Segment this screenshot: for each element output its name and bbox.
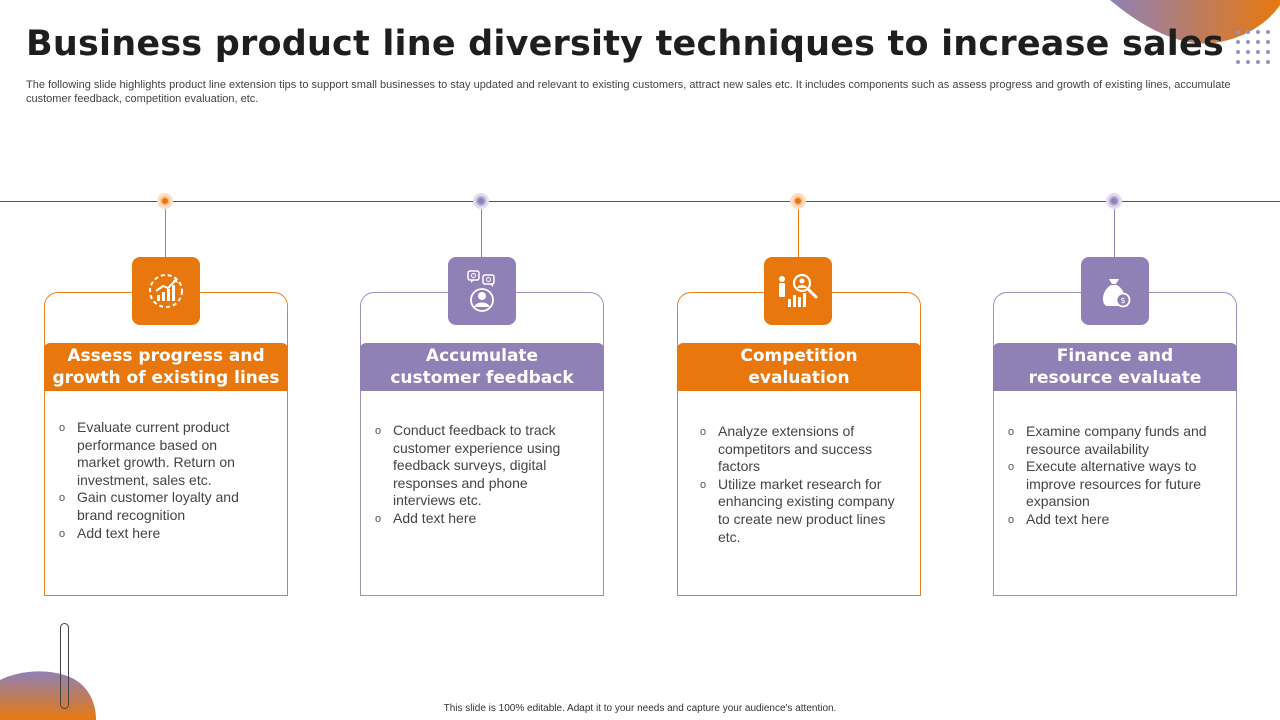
- list-item: Add text here: [375, 510, 575, 528]
- page-subtitle: The following slide highlights product l…: [26, 79, 1231, 105]
- card-heading: Accumulate customer feedback: [360, 343, 604, 391]
- timeline-node: [790, 193, 806, 209]
- timeline-line: [0, 201, 1280, 202]
- growth-chart-icon: [149, 274, 183, 308]
- connector-line: [1114, 209, 1115, 257]
- card-heading: Competition evaluation: [677, 343, 921, 391]
- connector-line: [481, 209, 482, 257]
- list-item: Gain customer loyalty and brand recognit…: [59, 489, 259, 524]
- svg-text:$: $: [1120, 296, 1125, 305]
- list-item: Add text here: [1008, 511, 1208, 529]
- money-bag-icon: $: [1102, 279, 1131, 308]
- list-item: Examine company funds and resource avail…: [1008, 423, 1208, 458]
- dot-grid-decoration: [1236, 30, 1270, 64]
- card-heading: Finance and resource evaluate: [993, 343, 1237, 391]
- list-item: Conduct feedback to track customer exper…: [375, 422, 575, 510]
- icon-box: $: [1081, 257, 1149, 325]
- page-title: Business product line diversity techniqu…: [26, 24, 1224, 64]
- timeline-node: [157, 193, 173, 209]
- list-item: Execute alternative ways to improve reso…: [1008, 458, 1208, 511]
- timeline-node: [1106, 193, 1122, 209]
- feedback-person-icon: [467, 270, 495, 312]
- card-heading: Assess progress and growth of existing li…: [44, 343, 288, 391]
- list-item: Utilize market research for enhancing ex…: [700, 476, 896, 546]
- heading-line: Assess progress and: [67, 346, 265, 366]
- heading-line: Finance and: [1056, 346, 1174, 366]
- connector-line: [165, 209, 166, 257]
- bullet-list: Analyze extensions of competitors and su…: [700, 423, 896, 546]
- heading-line: customer feedback: [390, 368, 574, 388]
- icon-box: [132, 257, 200, 325]
- heading-line: Competition: [740, 346, 858, 366]
- analysis-magnifier-icon: [779, 273, 818, 307]
- list-item: Evaluate current product performance bas…: [59, 419, 259, 489]
- icon-box: [448, 257, 516, 325]
- bottom-left-decoration: [0, 671, 96, 720]
- list-item: Add text here: [59, 525, 259, 543]
- timeline-node: [473, 193, 489, 209]
- footer-note: This slide is 100% editable. Adapt it to…: [443, 703, 837, 714]
- heading-line: evaluation: [748, 368, 850, 388]
- bullet-list: Evaluate current product performance bas…: [59, 419, 259, 543]
- heading-line: Accumulate: [425, 346, 539, 366]
- heading-line: growth of existing lines: [52, 368, 280, 388]
- icon-box: [764, 257, 832, 325]
- heading-line: resource evaluate: [1028, 368, 1202, 388]
- list-item: Analyze extensions of competitors and su…: [700, 423, 896, 476]
- scroll-pill-decoration: [60, 623, 69, 709]
- bullet-list: Examine company funds and resource avail…: [1008, 423, 1208, 529]
- bullet-list: Conduct feedback to track customer exper…: [375, 422, 575, 528]
- connector-line: [798, 209, 799, 257]
